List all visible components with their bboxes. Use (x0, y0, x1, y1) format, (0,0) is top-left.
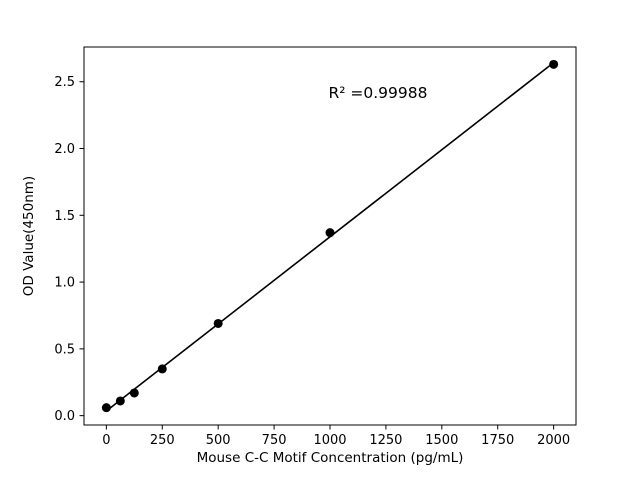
data-point (325, 228, 335, 238)
y-tick-label: 1.5 (54, 209, 75, 224)
data-point (115, 396, 125, 406)
x-tick-label: 1250 (369, 433, 402, 448)
data-point (549, 59, 559, 69)
x-tick-label: 1500 (425, 433, 458, 448)
data-point (213, 318, 223, 328)
x-tick-label: 250 (150, 433, 175, 448)
x-axis-label: Mouse C-C Motif Concentration (pg/mL) (197, 450, 464, 466)
data-point (157, 364, 167, 374)
y-tick-label: 2.5 (54, 75, 75, 90)
x-tick-label: 1750 (481, 433, 514, 448)
x-tick-label: 500 (206, 433, 231, 448)
plot-area: 0 250 500 750 1000 1250 1500 1750 2000 0.0 0.5 1.0 1… (54, 46, 577, 448)
y-axis-label: OD Value(450nm) (21, 176, 37, 296)
x-tick-label: 1000 (313, 433, 346, 448)
y-tick-label: 0.5 (54, 342, 75, 357)
data-point (101, 403, 111, 413)
y-tick-label: 2.0 (54, 142, 75, 157)
x-tick-label: 750 (262, 433, 287, 448)
y-tick-label: 1.0 (54, 276, 75, 291)
x-tick-label: 0 (102, 433, 110, 448)
r-squared-annotation: R² =0.99988 (329, 84, 428, 102)
data-point (129, 388, 139, 398)
y-tick-label: 0.0 (54, 409, 75, 424)
x-tick-label: 2000 (537, 433, 570, 448)
